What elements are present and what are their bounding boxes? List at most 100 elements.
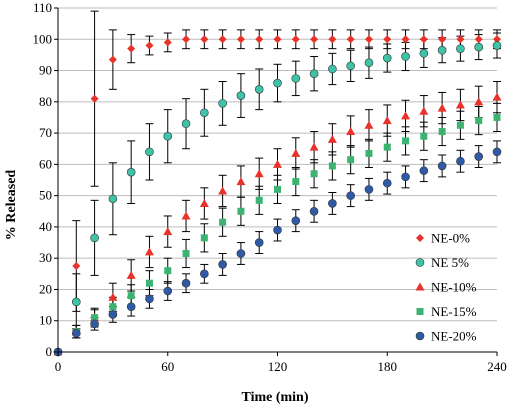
y-tick-label: 0 xyxy=(46,344,53,359)
point-ne-5- xyxy=(492,41,502,50)
point-ne-15- xyxy=(475,117,483,125)
point-ne-10- xyxy=(273,159,282,168)
point-ne-20- xyxy=(291,216,301,225)
point-ne-10- xyxy=(218,186,228,195)
point-ne-0- xyxy=(127,44,136,53)
point-ne-5- xyxy=(126,167,136,177)
point-ne-10- xyxy=(474,97,484,106)
point-ne-20- xyxy=(90,319,99,329)
point-ne-5- xyxy=(218,99,227,108)
point-ne-15- xyxy=(456,121,464,129)
point-ne-5- xyxy=(419,49,429,58)
legend-marker-ne-15- xyxy=(416,308,424,315)
point-ne-5- xyxy=(236,91,246,100)
point-ne-10- xyxy=(163,227,173,236)
y-tick-labels: 0 10 20 30 40 50 60 70 80 90 100 110 xyxy=(33,0,53,359)
legend-marker-ne-10- xyxy=(415,282,425,291)
point-ne-5- xyxy=(328,64,337,74)
legend-marker-ne-20- xyxy=(415,331,425,341)
point-ne-20- xyxy=(236,249,246,258)
y-tick-label: 110 xyxy=(33,0,52,15)
point-ne-5- xyxy=(254,85,264,94)
point-ne-15- xyxy=(328,162,336,170)
point-ne-0- xyxy=(182,35,191,44)
point-ne-15- xyxy=(274,185,281,193)
legend-marker-ne-0- xyxy=(416,234,424,242)
point-ne-15- xyxy=(420,132,428,140)
y-tick-label: 30 xyxy=(39,250,52,265)
point-ne-5- xyxy=(90,233,99,243)
point-ne-0- xyxy=(401,35,410,44)
axes xyxy=(54,7,498,356)
point-ne-20- xyxy=(419,166,429,175)
point-ne-10- xyxy=(199,198,209,207)
point-ne-0- xyxy=(383,35,392,44)
legend-label-ne-10-: NE-10% xyxy=(431,280,477,295)
point-ne-15- xyxy=(219,218,227,226)
legend-label-ne-15-: NE-15% xyxy=(431,304,477,319)
point-ne-10- xyxy=(327,134,337,143)
point-ne-10- xyxy=(236,177,246,186)
point-ne-20- xyxy=(71,328,81,338)
point-ne-0- xyxy=(456,35,465,44)
point-ne-5- xyxy=(145,147,154,157)
point-ne-20- xyxy=(126,302,136,311)
y-tick-label: 90 xyxy=(39,63,52,78)
y-tick-label: 10 xyxy=(39,313,52,328)
point-ne-20- xyxy=(254,238,264,247)
point-ne-10- xyxy=(108,292,118,301)
point-ne-15- xyxy=(200,234,208,242)
point-ne-0- xyxy=(255,35,264,44)
point-ne-5- xyxy=(71,297,81,307)
point-ne-20- xyxy=(492,147,502,157)
point-ne-15- xyxy=(164,267,172,275)
x-axis-title: Time (min) xyxy=(241,390,308,405)
legend-marker-ne-5- xyxy=(415,258,425,267)
x-tick-label: 120 xyxy=(268,359,288,374)
point-ne-15- xyxy=(438,128,446,136)
point-ne-20- xyxy=(437,161,447,171)
point-ne-20- xyxy=(364,185,374,194)
point-ne-15- xyxy=(145,279,153,287)
point-ne-20- xyxy=(108,310,118,319)
point-ne-10- xyxy=(181,211,191,220)
point-ne-20- xyxy=(273,225,282,235)
point-ne-15- xyxy=(127,292,135,300)
point-ne-10- xyxy=(364,120,374,129)
point-ne-15- xyxy=(182,249,190,257)
y-tick-label: 80 xyxy=(39,94,52,109)
point-ne-0- xyxy=(419,35,428,44)
point-ne-15- xyxy=(365,149,373,157)
point-ne-10- xyxy=(144,247,154,256)
point-ne-10- xyxy=(492,92,502,101)
y-tick-label: 50 xyxy=(39,188,52,203)
point-ne-5- xyxy=(437,45,447,55)
point-ne-10- xyxy=(437,103,447,112)
point-ne-20- xyxy=(163,286,173,296)
point-ne-5- xyxy=(382,53,392,63)
y-tick-label: 60 xyxy=(39,156,52,171)
point-ne-5- xyxy=(401,52,410,61)
point-ne-20- xyxy=(401,172,410,182)
point-ne-15- xyxy=(91,314,99,322)
point-ne-5- xyxy=(309,69,319,78)
point-ne-20- xyxy=(382,178,392,188)
point-ne-15- xyxy=(402,137,410,145)
point-ne-10- xyxy=(455,100,465,109)
point-ne-0- xyxy=(90,94,99,103)
point-ne-20- xyxy=(328,199,337,208)
point-ne-15- xyxy=(310,170,318,178)
y-tick-label: 100 xyxy=(33,31,53,46)
point-ne-20- xyxy=(346,191,355,200)
point-ne-0- xyxy=(310,35,319,44)
data-points xyxy=(53,35,502,357)
point-ne-0- xyxy=(218,35,227,44)
y-axis-title: % Released xyxy=(4,170,19,241)
point-ne-0- xyxy=(200,35,209,44)
legend-label-ne-20-: NE-20% xyxy=(431,329,477,344)
point-ne-5- xyxy=(346,61,355,71)
point-ne-20- xyxy=(181,278,191,288)
point-ne-10- xyxy=(291,148,301,157)
point-ne-0- xyxy=(236,35,245,44)
